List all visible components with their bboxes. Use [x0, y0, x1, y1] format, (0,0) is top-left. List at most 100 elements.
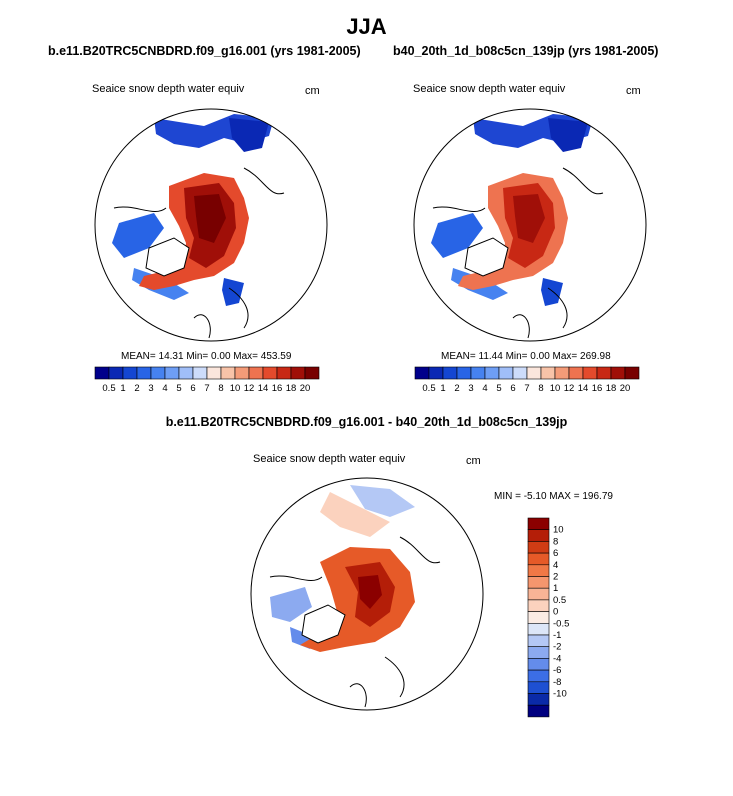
colorbar-swatch	[122, 366, 138, 380]
colorbar-swatch	[526, 366, 542, 380]
map-field-low	[229, 118, 269, 152]
map-field-low	[548, 118, 588, 152]
colorbar-tick-label: -8	[553, 677, 561, 688]
colorbar-tick-label: 18	[286, 383, 297, 394]
colorbar-swatch	[540, 366, 556, 380]
colorbar-swatch	[596, 366, 612, 380]
colorbar-tick-label: 5	[176, 383, 181, 394]
diff-variable-label: Seaice snow depth water equiv	[253, 453, 406, 465]
colorbar-swatch	[290, 366, 306, 380]
colorbar-swatch	[527, 611, 550, 624]
map-coastline	[113, 167, 285, 339]
colorbar-swatch	[527, 693, 550, 706]
colorbar-tick-label: 4	[162, 383, 167, 394]
colorbar-swatch	[206, 366, 222, 380]
colorbar-tick-label: 16	[272, 383, 283, 394]
colorbar-tick-label: 14	[578, 383, 589, 394]
colorbar-tick-label: 18	[606, 383, 617, 394]
colorbar-swatch	[220, 366, 236, 380]
diff-stats: MIN = -5.10 MAX = 196.79	[494, 491, 613, 502]
colorbar-tick-label: -6	[553, 665, 561, 676]
map-field-low	[431, 213, 483, 258]
colorbar-swatch	[527, 646, 550, 659]
colorbar-swatch	[94, 366, 110, 380]
colorbar-swatch	[610, 366, 626, 380]
colorbar-swatch	[527, 658, 550, 671]
colorbar-tick-label: 16	[592, 383, 603, 394]
colorbar-tick-label: 8	[538, 383, 543, 394]
map-field-high	[194, 194, 226, 243]
map-field-high	[358, 575, 382, 609]
colorbar-tick-label: 2	[553, 572, 558, 583]
map-coastline	[269, 536, 441, 708]
left-case-title: b.e11.B20TRC5CNBDRD.f09_g16.001 (yrs 198…	[48, 44, 361, 58]
colorbar-tick-label: 3	[468, 383, 473, 394]
colorbar-tick-label: 12	[564, 383, 575, 394]
right-case-title: b40_20th_1d_b08c5cn_139jp (yrs 1981-2005…	[393, 44, 659, 58]
colorbar-swatch	[150, 366, 166, 380]
colorbar-tick-label: 2	[454, 383, 459, 394]
colorbar-tick-label: 7	[524, 383, 529, 394]
colorbar-swatch	[136, 366, 152, 380]
map-field-high	[513, 194, 545, 243]
colorbar-tick-label: -0.5	[553, 618, 569, 629]
colorbar-tick-label: 8	[553, 536, 558, 547]
colorbar-tick-label: 4	[553, 560, 558, 571]
colorbar-swatch	[304, 366, 320, 380]
colorbar-swatch	[527, 634, 550, 647]
colorbar-tick-label: 10	[550, 383, 561, 394]
colorbar-tick-label: 6	[190, 383, 195, 394]
colorbar-tick-label: 8	[218, 383, 223, 394]
left-colorbar: 0.5 1 2 3 4 5 6 7 8 10 12 14 16 18 20	[94, 366, 320, 394]
colorbar-swatch	[248, 366, 264, 380]
map-field-low	[541, 278, 563, 306]
colorbar-tick-label: 6	[553, 548, 558, 559]
colorbar-tick-label: 1	[553, 583, 558, 594]
colorbar-tick-label: 10	[553, 525, 564, 536]
colorbar-tick-label: 20	[620, 383, 631, 394]
colorbar-swatch	[527, 517, 550, 530]
colorbar-tick-label: 2	[134, 383, 139, 394]
colorbar-swatch	[178, 366, 194, 380]
colorbar-swatch	[498, 366, 514, 380]
colorbar-swatch	[582, 366, 598, 380]
colorbar-tick-label: 1	[440, 383, 445, 394]
colorbar-swatch	[624, 366, 640, 380]
colorbar-swatch	[164, 366, 180, 380]
colorbar-swatch	[554, 366, 570, 380]
colorbar-tick-label: 0	[553, 607, 558, 618]
colorbar-swatch	[527, 529, 550, 542]
diff-polar-map	[250, 477, 484, 711]
left-variable-label: Seaice snow depth water equiv	[92, 83, 245, 95]
diff-units-label: cm	[466, 455, 481, 467]
diff-title: b.e11.B20TRC5CNBDRD.f09_g16.001 - b40_20…	[165, 415, 568, 429]
colorbar-tick-label: 0.5	[102, 383, 115, 394]
colorbar-tick-label: 6	[510, 383, 515, 394]
colorbar-swatch	[512, 366, 528, 380]
colorbar-tick-label: 7	[204, 383, 209, 394]
map-field-low	[350, 485, 415, 517]
colorbar-tick-label: 12	[244, 383, 255, 394]
colorbar-swatch	[192, 366, 208, 380]
map-coastline	[432, 167, 604, 339]
colorbar-tick-label: 0.5	[553, 595, 566, 606]
map-landmass	[301, 604, 346, 644]
colorbar-swatch	[442, 366, 458, 380]
colorbar-tick-label: 1	[120, 383, 125, 394]
colorbar-swatch	[527, 564, 550, 577]
colorbar-tick-label: -4	[553, 653, 561, 664]
colorbar-tick-label: 20	[300, 383, 311, 394]
colorbar-swatch	[568, 366, 584, 380]
colorbar-tick-label: 3	[148, 383, 153, 394]
colorbar-swatch	[527, 576, 550, 589]
map-landmass	[464, 237, 509, 277]
colorbar-swatch	[527, 623, 550, 636]
colorbar-swatch	[276, 366, 292, 380]
colorbar-swatch	[470, 366, 486, 380]
colorbar-swatch	[234, 366, 250, 380]
colorbar-swatch	[262, 366, 278, 380]
colorbar-tick-label: -10	[553, 689, 567, 700]
map-field-high	[320, 492, 390, 537]
colorbar-swatch	[527, 669, 550, 683]
